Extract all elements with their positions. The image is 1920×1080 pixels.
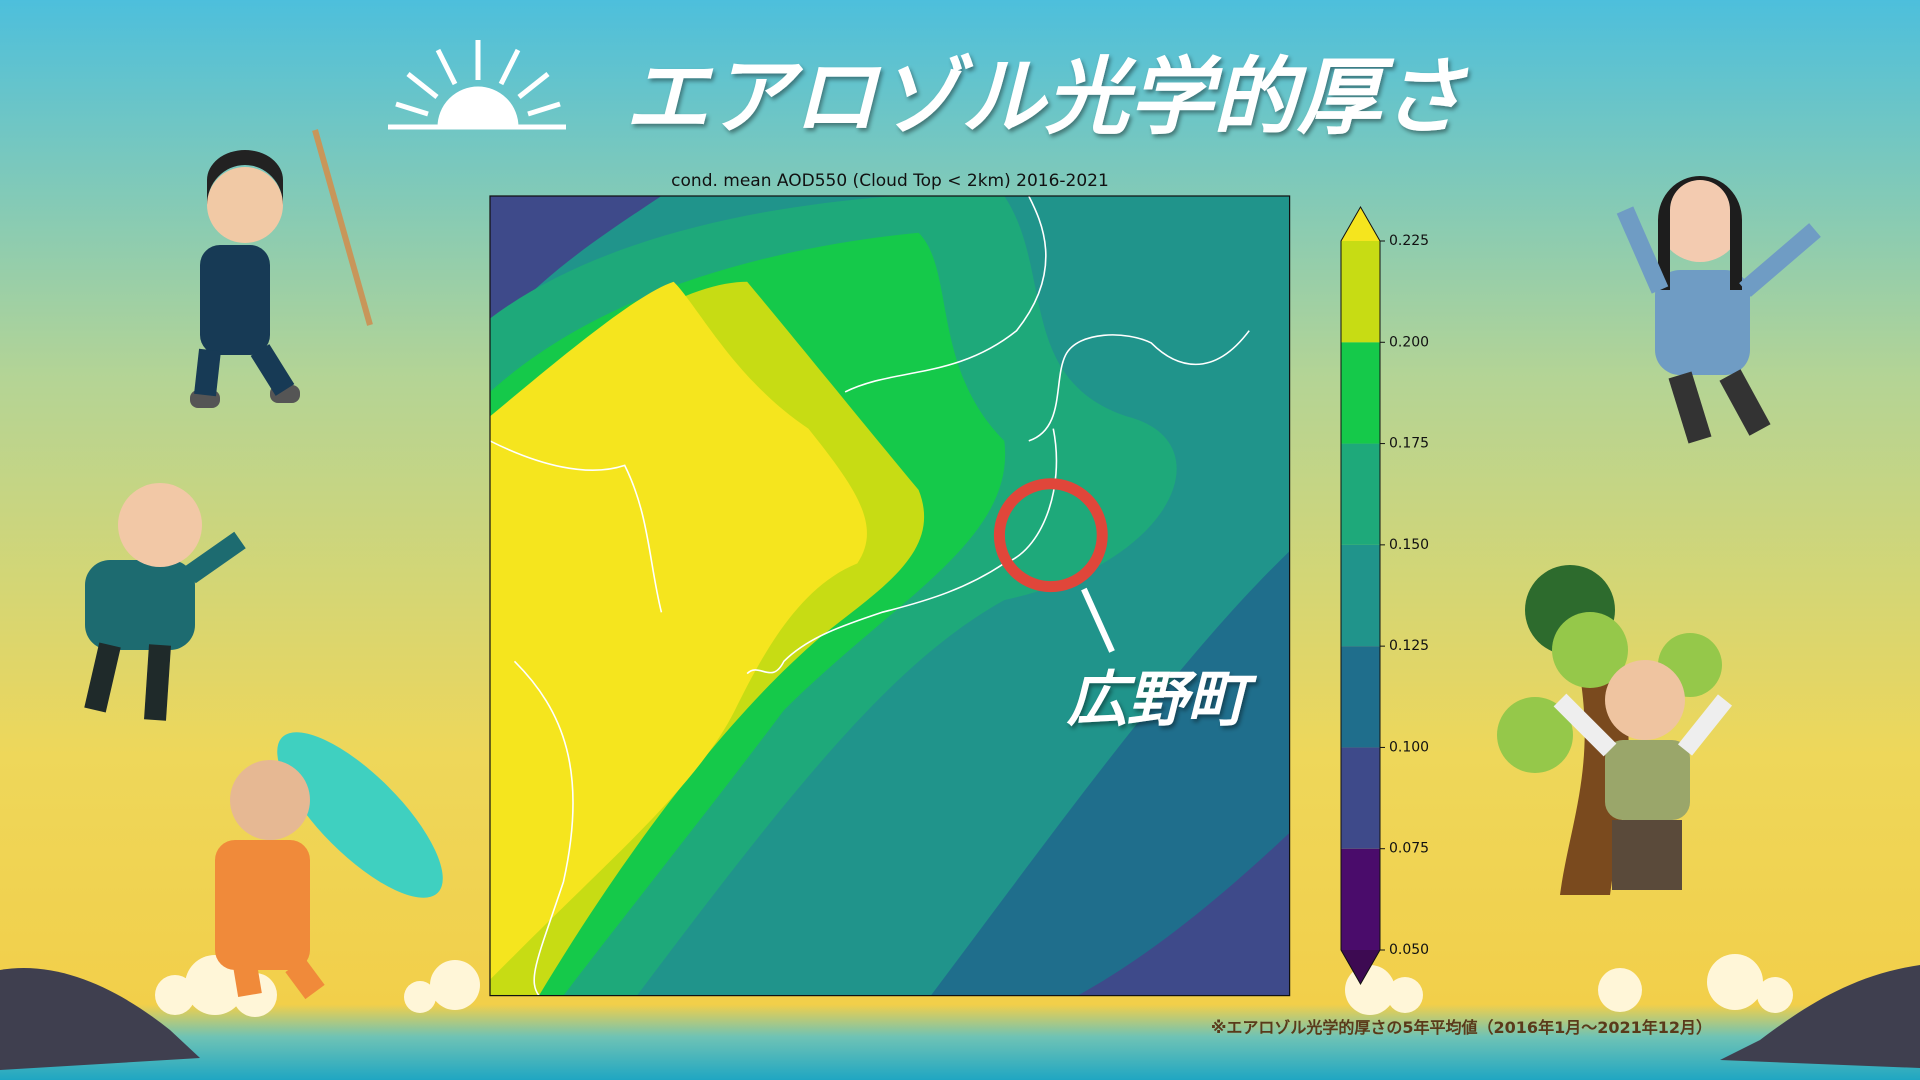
slide-title: エアロゾル光学的厚さ	[625, 48, 1469, 146]
colorbar-segment	[1341, 544, 1380, 647]
footnote: ※エアロゾル光学的厚さの5年平均値（2016年1月～2021年12月）	[1211, 1018, 1712, 1037]
map-title: cond. mean AOD550 (Cloud Top < 2km) 2016…	[671, 171, 1109, 191]
character	[215, 732, 443, 1000]
character	[1616, 176, 1821, 444]
colorbar-over	[1341, 207, 1380, 241]
rock	[0, 968, 200, 1070]
colorbar-tick-label: 0.200	[1389, 334, 1429, 350]
colorbar-segment	[1341, 443, 1380, 545]
illustrations	[84, 129, 1821, 1000]
colorbar-tick-label: 0.100	[1389, 739, 1429, 755]
colorbar-tick-label: 0.150	[1389, 537, 1429, 553]
colorbar-segment	[1341, 342, 1380, 444]
character	[190, 129, 373, 408]
colorbar-tick-label: 0.125	[1389, 638, 1429, 654]
place-label: 広野町	[1066, 665, 1258, 735]
colorbar-segment	[1341, 646, 1380, 748]
colorbar-segment	[1341, 747, 1380, 849]
clouds	[155, 954, 1793, 1017]
colorbar-under	[1341, 950, 1380, 984]
colorbar-tick-label: 0.225	[1389, 233, 1429, 249]
colorbar-segment	[1341, 241, 1380, 343]
colorbar-tick-label: 0.175	[1389, 436, 1429, 452]
colorbar-segment	[1341, 848, 1380, 950]
rock	[1720, 965, 1920, 1068]
colorbar-tick-label: 0.075	[1389, 841, 1429, 857]
sun-icon	[388, 40, 566, 130]
map	[489, 195, 1291, 997]
character	[84, 483, 246, 721]
character	[1553, 660, 1733, 890]
colorbar-tick-label: 0.050	[1389, 942, 1429, 958]
colorbar: 0.050 0.075 0.100 0.125 0.150 0.175 0.200 0.225	[1340, 205, 1429, 986]
